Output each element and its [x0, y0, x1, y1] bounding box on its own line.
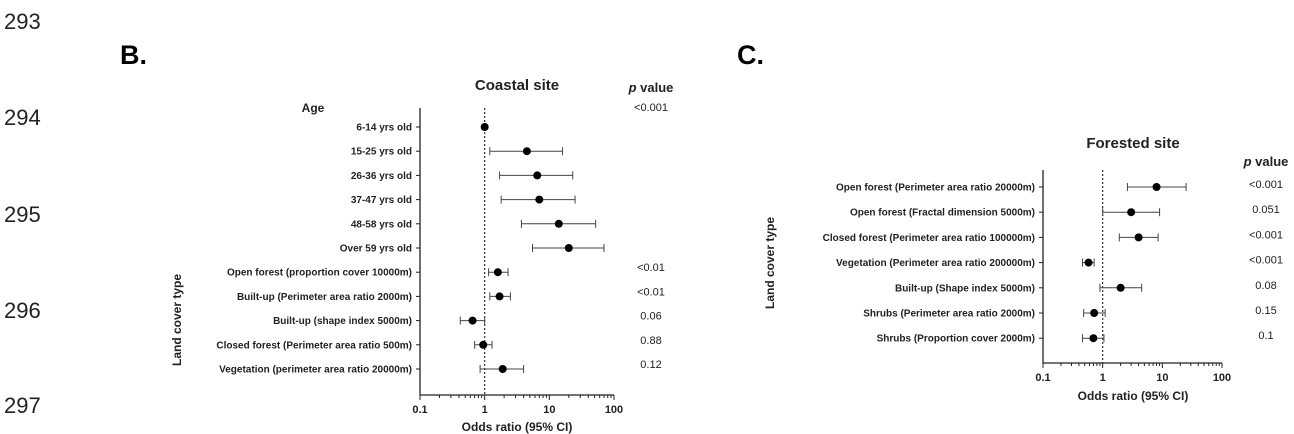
- y-axis-label-c: Land cover type: [763, 217, 777, 309]
- x-tick-label: 0.1: [412, 404, 427, 416]
- row-label: Closed forest (Perimeter area ratio 500m…: [216, 340, 412, 351]
- p-value: <0.01: [637, 262, 665, 274]
- chart-title-coastal: Coastal site: [475, 77, 559, 94]
- row-label: 26-36 yrs old: [351, 171, 412, 182]
- row-label: Over 59 yrs old: [340, 244, 412, 255]
- p-value: 0.88: [640, 335, 661, 347]
- row-label: 6-14 yrs old: [356, 123, 412, 134]
- row-label: 37-47 yrs old: [351, 195, 412, 206]
- point-estimate: [533, 171, 542, 180]
- line-number: 294: [4, 105, 41, 130]
- point-estimate: [479, 340, 488, 349]
- point-estimate: [495, 292, 504, 301]
- p-value: <0.01: [637, 286, 665, 298]
- row-label: Shrubs (Proportion cover 2000m): [877, 334, 1035, 345]
- line-number: 297: [4, 393, 41, 418]
- panel-label-b: B.: [120, 40, 147, 70]
- forest-plot-coastal: 0.1 1 10 100 6-14 yrs old 15-25 yrs old 26-36 …: [216, 108, 665, 416]
- row-label: Open forest (proportion cover 10000m): [227, 268, 412, 279]
- p-value: 0.08: [1255, 280, 1276, 292]
- point-estimate: [1116, 283, 1125, 292]
- row-label: Vegetation (Perimeter area ratio 200000m…: [836, 258, 1035, 269]
- point-estimate: [480, 123, 489, 131]
- group-label-age: Age: [302, 101, 325, 115]
- x-axis-label-c: Odds ratio (95% CI): [1078, 389, 1189, 403]
- point-estimate: [564, 244, 573, 252]
- row-label: Open forest (Fractal dimension 5000m): [850, 208, 1035, 219]
- point-estimate: [1127, 208, 1136, 217]
- p-value: 0.1: [1258, 330, 1273, 342]
- row-label: 15-25 yrs old: [351, 147, 412, 158]
- point-estimate: [1152, 183, 1161, 191]
- line-number: 295: [4, 202, 41, 227]
- row-label: Built-up (Shape index 5000m): [895, 283, 1035, 294]
- line-number: 293: [4, 9, 41, 34]
- row-label: Built-up (shape index 5000m): [273, 316, 412, 327]
- chart-title-forested: Forested site: [1086, 135, 1179, 152]
- group-pvalue-age: <0.001: [634, 102, 668, 114]
- point-estimate: [1084, 258, 1093, 267]
- point-estimate: [522, 147, 531, 156]
- point-estimate: [1090, 309, 1099, 317]
- row-label: Open forest (Perimeter area ratio 20000m…: [836, 183, 1035, 194]
- p-value: 0.06: [640, 311, 661, 323]
- row-label: Built-up (Perimeter area ratio 2000m): [237, 292, 412, 303]
- row-label: Shrubs (Perimeter area ratio 2000m): [863, 309, 1035, 320]
- p-value: <0.001: [1249, 179, 1283, 191]
- point-estimate: [554, 219, 563, 228]
- x-tick-label: 10: [1156, 372, 1168, 384]
- line-number: 296: [4, 298, 41, 323]
- x-tick-label: 10: [543, 404, 555, 416]
- row-label: Vegetation (perimeter area ratio 20000m): [219, 365, 412, 376]
- x-tick-label: 1: [482, 404, 488, 416]
- forest-plot-forested: 0.1 1 10 100 Open forest (Perimeter area rat…: [823, 170, 1283, 384]
- x-tick-label: 1: [1100, 372, 1106, 384]
- point-estimate: [468, 316, 477, 325]
- point-estimate: [1134, 233, 1143, 242]
- y-axis-label-b: Land cover type: [170, 274, 184, 366]
- pvalue-header-b: p value: [628, 80, 674, 95]
- pvalue-header-c: p value: [1243, 154, 1289, 169]
- x-tick-label: 100: [605, 404, 623, 416]
- x-axis-label-b: Odds ratio (95% CI): [462, 420, 573, 434]
- p-value: <0.001: [1249, 255, 1283, 267]
- p-value: 0.12: [640, 359, 661, 371]
- x-tick-label: 100: [1213, 372, 1231, 384]
- panel-label-c: C.: [737, 40, 764, 70]
- point-estimate: [1089, 334, 1098, 343]
- row-label: Closed forest (Perimeter area ratio 1000…: [823, 233, 1035, 244]
- row-label: 48-58 yrs old: [351, 219, 412, 230]
- point-estimate: [498, 365, 507, 373]
- x-tick-label: 0.1: [1035, 372, 1050, 384]
- p-value: 0.051: [1252, 204, 1280, 216]
- p-value: <0.001: [1249, 229, 1283, 241]
- point-estimate: [535, 195, 544, 204]
- p-value: 0.15: [1255, 305, 1276, 317]
- point-estimate: [493, 268, 502, 277]
